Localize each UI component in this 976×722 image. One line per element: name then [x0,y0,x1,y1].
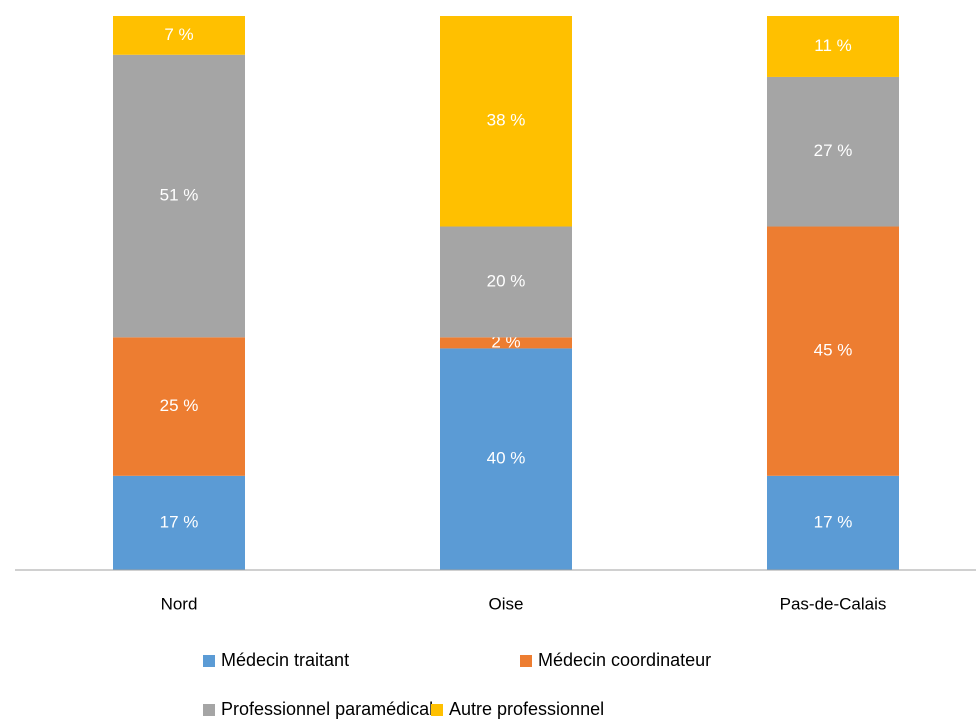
bar-segment [113,16,245,55]
bar-segment [440,337,572,349]
bar-segment [767,16,899,77]
data-label: 17 % [160,512,199,531]
data-label: 45 % [814,341,853,360]
data-label: 25 % [160,396,199,415]
data-label: 17 % [814,512,853,531]
bar-segment [113,54,245,338]
data-label: 51 % [160,186,199,205]
data-label: 20 % [487,271,526,290]
legend-label: Professionnel paramédical [221,699,433,719]
data-label: 27 % [814,141,853,160]
legend-label: Autre professionnel [449,699,604,719]
data-label: 40 % [487,449,526,468]
data-label: 11 % [814,36,852,55]
legend-label: Médecin coordinateur [538,650,711,670]
legend-label: Médecin traitant [221,650,349,670]
bar-segment [767,226,899,476]
legend-swatch [520,655,532,667]
data-label: 38 % [487,111,526,130]
legend-swatch [203,655,215,667]
legend-swatch [203,704,215,716]
x-tick-label: Pas-de-Calais [780,594,887,613]
legend-swatch [431,704,443,716]
bar-segment [767,475,899,570]
x-tick-label: Nord [161,594,198,613]
bar-segment [113,475,245,570]
bar-segment [113,337,245,476]
x-tick-label: Oise [489,594,524,613]
bar-segment [767,76,899,227]
bar-segment [440,16,572,227]
bar-segment [440,226,572,338]
bar-segment [440,348,572,570]
data-label: 7 % [164,25,193,44]
